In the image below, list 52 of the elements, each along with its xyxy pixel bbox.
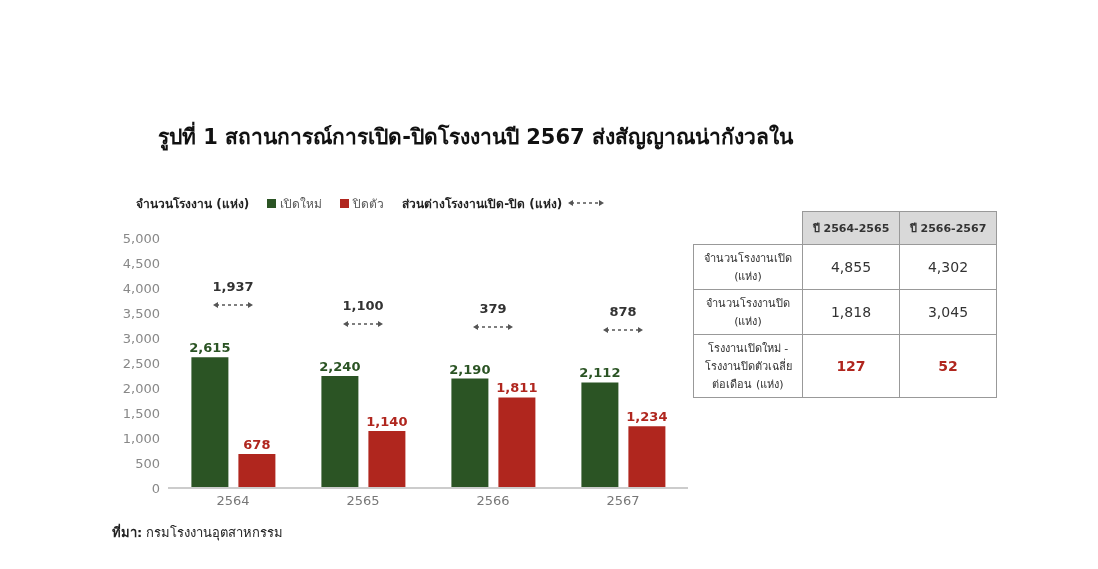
text: 3,045 <box>927 304 969 320</box>
y-tick-label: 3,000 <box>122 330 160 346</box>
bar <box>321 376 359 488</box>
y-tick-label: 1,000 <box>122 430 160 446</box>
category-label: ปี 2564-2565 <box>802 211 900 245</box>
y-tick-label: 4,000 <box>122 280 160 296</box>
data-label: 2,615 <box>189 340 231 356</box>
x-tick-label: 2565 <box>346 493 380 509</box>
chart-title: รูปที่ 1 สถานการณ์การเปิด-ปิดโรงงานปี 2567 ส่งสัญญาณน่ากังวลใน <box>158 120 794 153</box>
x-tick-label: 2564 <box>216 493 250 509</box>
category-label: โรงงานเปิดใหม่ - โรงงานปิดตัวเฉลี่ยต่อเดือน (แห่ง) <box>704 342 792 391</box>
x-tick-label: 2566 <box>476 493 510 509</box>
y-tick-label: 1,500 <box>122 405 160 421</box>
annotation: 1,100 <box>341 298 385 313</box>
text: ที่มา: กรมโรงงานอุตสาหกรรม <box>112 522 285 543</box>
y-tick-label: 0 <box>151 480 160 496</box>
text: 4,302 <box>927 259 969 275</box>
bar <box>451 378 489 488</box>
data-label: 2,190 <box>449 361 491 377</box>
bar <box>238 454 276 488</box>
bar <box>628 426 666 488</box>
bar <box>368 431 406 488</box>
text: ส่วนต่างโรงงานเปิด-ปิด (แห่ง) <box>402 195 564 213</box>
data-label: 678 <box>243 437 271 453</box>
annotation: 379 <box>478 300 508 316</box>
category-label: ปี 2566-2567 <box>899 211 997 245</box>
text: 1,818 <box>830 304 872 320</box>
y-tick-label: 3,500 <box>122 305 160 321</box>
y-tick-label: 2,500 <box>122 355 160 371</box>
legend-label: ปิดตัว <box>351 195 385 213</box>
text: 127 <box>836 358 866 374</box>
data-label: 1,234 <box>626 409 668 425</box>
category-label: จำนวนโรงงานปิด (แห่ง) <box>706 297 790 328</box>
data-label: 2,112 <box>579 365 621 381</box>
y-tick-label: 500 <box>135 455 160 471</box>
text: 52 <box>938 358 958 374</box>
y-tick-label: 5,000 <box>122 230 160 246</box>
x-tick-label: 2567 <box>606 493 640 509</box>
data-label: 1,811 <box>496 380 538 396</box>
legend-label: เปิดใหม่ <box>279 195 323 213</box>
bar <box>191 357 229 488</box>
annotation: 878 <box>608 304 638 320</box>
bar <box>498 397 536 488</box>
category-label: จำนวนโรงงานเปิด (แห่ง) <box>704 252 792 283</box>
annotation: 1,937 <box>211 279 255 295</box>
data-label: 1,140 <box>366 414 408 429</box>
data-label: 2,240 <box>319 359 361 374</box>
bar <box>581 382 619 488</box>
y-tick-label: 4,500 <box>122 255 160 271</box>
y-tick-label: 2,000 <box>122 380 160 396</box>
text: 4,855 <box>830 259 872 275</box>
y-axis-title: จำนวนโรงงาน (แห่ง) <box>136 195 250 213</box>
